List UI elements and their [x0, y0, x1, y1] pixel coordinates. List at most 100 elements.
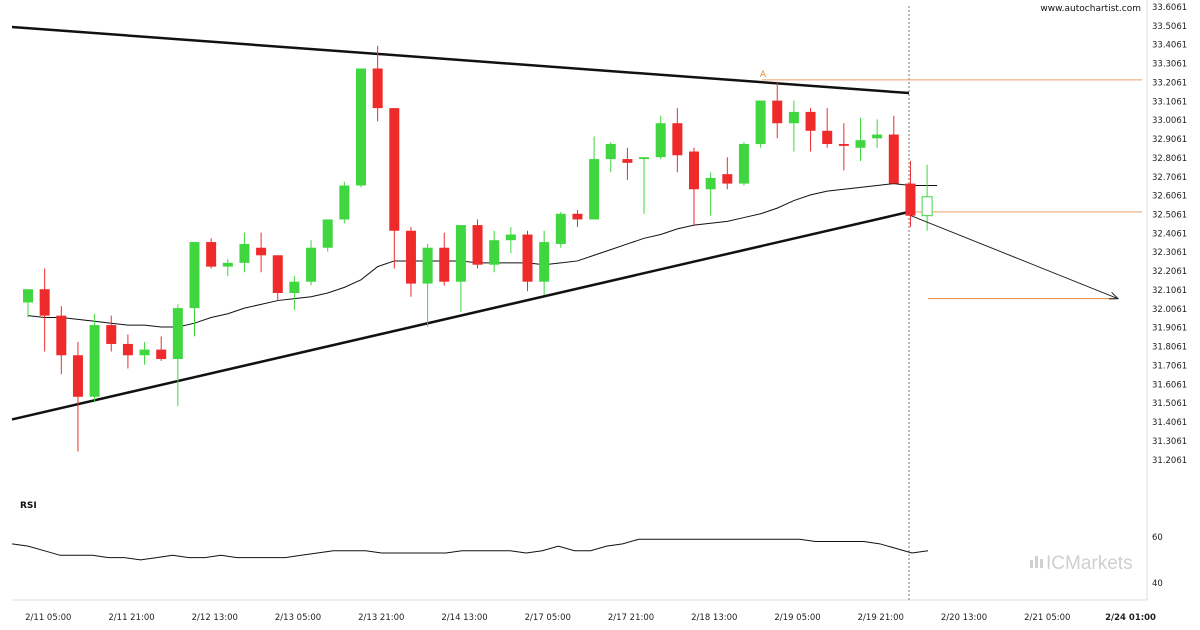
candle — [72, 342, 83, 452]
x-tick-label: 2/19 21:00 — [858, 613, 904, 623]
candle-body — [822, 130, 833, 144]
x-tick-label: 2/14 13:00 — [441, 613, 487, 623]
candle-body — [539, 242, 550, 282]
forecast-arrowhead — [1108, 291, 1120, 300]
x-tick-label: 2/17 05:00 — [525, 613, 571, 623]
x-tick-label: 2/12 13:00 — [192, 613, 238, 623]
candle — [805, 108, 816, 152]
candle — [539, 230, 550, 295]
brand-logo: ICMarkets — [1030, 553, 1133, 574]
x-tick-label: 2/24 01:00 — [1105, 613, 1156, 623]
candle-body — [888, 134, 899, 184]
candle-body — [256, 247, 267, 256]
candle-body — [772, 100, 783, 124]
upper-trendline — [11, 25, 910, 95]
candle — [921, 164, 933, 231]
candle-body — [106, 325, 117, 344]
candle — [23, 289, 33, 318]
candle-body — [522, 234, 533, 282]
candle — [822, 108, 833, 148]
candle — [405, 226, 416, 297]
y-tick-label: 33.4061 — [1152, 41, 1187, 51]
candle — [572, 210, 583, 227]
y-tick-label: 32.6061 — [1152, 192, 1187, 202]
candle-body — [356, 68, 366, 186]
candle — [256, 232, 267, 273]
candle-body — [755, 100, 766, 144]
rsi-panel: 60 40 — [11, 533, 1163, 589]
candle-body — [172, 308, 183, 360]
candle-body — [555, 213, 566, 244]
candle — [422, 243, 433, 327]
point-a-label: A — [760, 70, 767, 80]
candle-body — [339, 185, 350, 220]
y-tick-label: 31.2061 — [1152, 456, 1187, 466]
y-tick-label: 31.7061 — [1152, 361, 1187, 371]
candle-body — [23, 289, 33, 303]
candle — [639, 157, 650, 214]
candle — [655, 115, 666, 160]
y-tick-label: 31.5061 — [1152, 399, 1187, 409]
candle — [855, 117, 866, 161]
candle — [389, 108, 400, 269]
watermark: www.autochartist.com — [1040, 4, 1141, 14]
y-tick-label: 32.9061 — [1152, 135, 1187, 145]
rsi-tick-label: 60 — [1152, 533, 1163, 543]
candle-body — [639, 157, 650, 160]
candle-body — [139, 349, 150, 356]
candle — [139, 342, 150, 365]
candle — [239, 232, 250, 273]
candle-body — [405, 230, 416, 284]
candle-body — [455, 225, 466, 282]
candle — [672, 108, 683, 173]
candle — [555, 211, 566, 248]
y-tick-label: 33.1061 — [1152, 97, 1187, 107]
grid — [12, 0, 1148, 601]
candle — [605, 142, 616, 173]
y-tick-label: 33.3061 — [1152, 60, 1187, 70]
candle-body — [622, 159, 633, 163]
brand-icon — [1030, 556, 1043, 568]
candle-body — [605, 143, 616, 160]
candle-body — [655, 123, 666, 158]
candle — [772, 81, 783, 139]
candle — [339, 181, 350, 224]
candle-body — [272, 255, 283, 294]
candle-body — [872, 134, 883, 139]
x-tick-label: 2/21 05:00 — [1024, 613, 1070, 623]
x-tick-label: 2/17 21:00 — [608, 613, 654, 623]
candle — [589, 136, 600, 220]
y-tick-label: 33.6061 — [1152, 3, 1187, 13]
candle — [189, 242, 200, 337]
candle-body — [56, 315, 67, 356]
candle-body — [705, 177, 716, 190]
price-levels: A — [760, 70, 1142, 300]
candle — [788, 100, 799, 152]
candle-body — [89, 325, 100, 397]
candle — [755, 100, 766, 148]
lower-trendline — [11, 210, 910, 421]
candle — [738, 142, 749, 186]
rsi-label: RSI — [20, 501, 37, 511]
candlesticks — [23, 45, 933, 452]
candle-body — [838, 143, 849, 146]
candle-body — [189, 242, 200, 309]
candle-body — [306, 247, 317, 282]
candle-body — [855, 140, 866, 148]
rsi-tick-label: 40 — [1152, 579, 1163, 589]
candle-body — [589, 159, 600, 220]
candle-body — [289, 281, 300, 294]
candle — [872, 119, 883, 148]
x-tick-label: 2/11 21:00 — [108, 613, 154, 623]
candle — [455, 225, 466, 312]
candle-body — [222, 262, 233, 267]
candle — [172, 304, 183, 407]
x-tick-label: 2/13 21:00 — [358, 613, 404, 623]
candle-body — [489, 240, 500, 265]
forecast-arrow — [910, 215, 1120, 300]
candle-body — [122, 343, 133, 356]
candle-body — [472, 225, 483, 265]
candle — [372, 45, 383, 122]
candle-body — [39, 289, 50, 316]
